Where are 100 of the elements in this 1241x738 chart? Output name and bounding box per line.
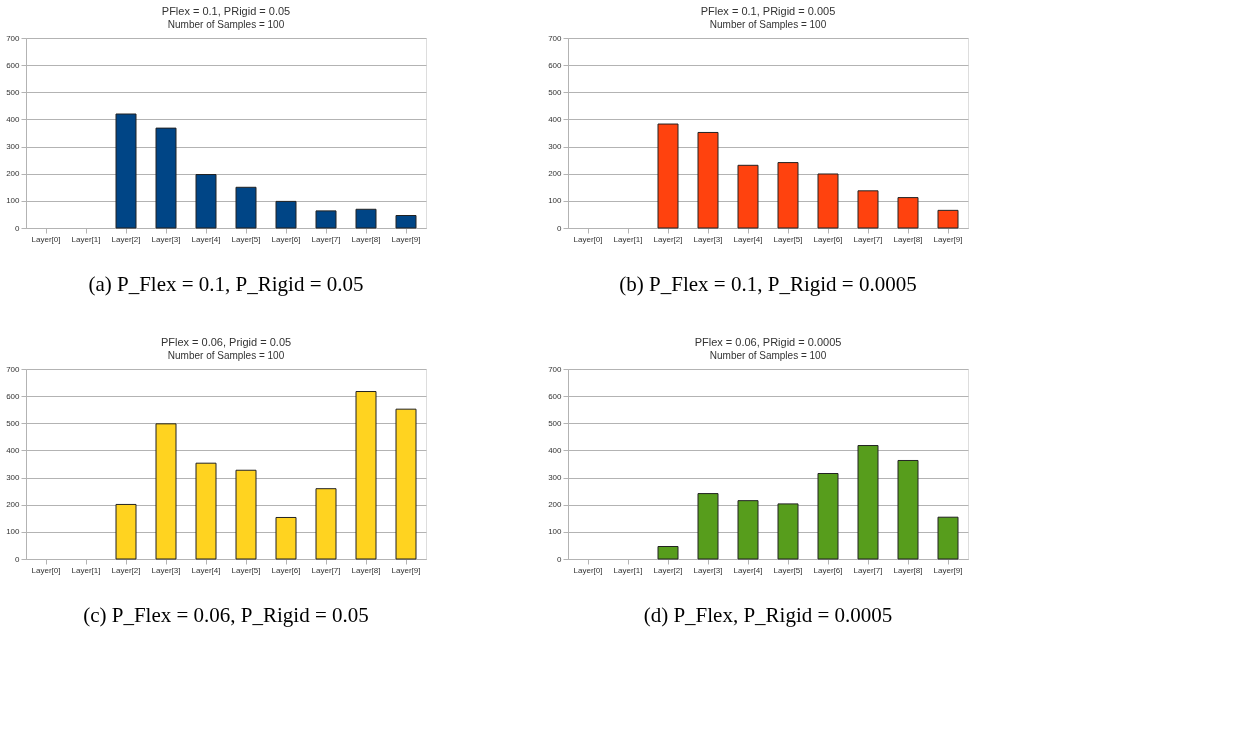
y-tick-label: 300 [548,473,563,483]
x-tick-label: Layer[6] [813,565,843,575]
bar [235,469,257,560]
y-tick-label: 700 [6,33,21,43]
y-tick-label: 500 [6,87,21,97]
x-tick-label: Layer[3] [693,234,723,244]
x-tick-label: Layer[5] [773,234,803,244]
x-tick-label: Layer[6] [271,234,301,244]
x-tick-label: Layer[9] [933,565,963,575]
y-tick-label: 300 [6,142,21,152]
bar [737,500,759,560]
y-tick-label: 0 [15,554,21,564]
y-tick-label: 200 [548,169,563,179]
x-tick-label: Layer[4] [191,565,221,575]
y-tick-label: 0 [15,223,21,233]
y-tick-label: 600 [6,60,21,70]
bar [657,123,679,229]
bar [115,503,137,560]
y-tick-label: 500 [6,418,21,428]
chart-title: PFlex = 0.06, PRigid = 0.0005 [694,336,842,348]
bar [395,408,417,560]
x-tick-label: Layer[2] [111,234,141,244]
y-tick-label: 400 [548,114,563,124]
text: (b) P_Flex = 0.1, P_Rigid = 0.0005 [619,272,917,296]
x-tick-label: Layer[7] [853,234,883,244]
x-tick-label: Layer[0] [573,234,603,244]
y-tick-label: 600 [548,60,563,70]
x-tick-label: Layer[8] [893,234,923,244]
chart-title: PFlex = 0.06, Prigid = 0.05 [160,336,292,348]
bar [697,131,719,229]
x-tick-label: Layer[8] [351,234,381,244]
x-tick-label: Layer[8] [351,565,381,575]
y-tick-label: 0 [557,223,563,233]
x-tick-label: Layer[5] [231,565,261,575]
chart-subtitle: Number of Samples = 100 [709,350,827,361]
chart-title: PFlex = 0.1, PRigid = 0.05 [161,5,291,17]
bar [857,445,879,560]
y-tick-label: 100 [548,196,563,206]
bar [737,164,759,229]
bar [155,423,177,560]
bar [195,174,217,229]
x-tick-label: Layer[5] [231,234,261,244]
x-tick-label: Layer[3] [151,565,181,575]
text: (d) P_Flex, P_Rigid = 0.0005 [643,603,893,627]
bar [395,215,417,229]
y-tick-label: 500 [548,418,563,428]
y-tick-label: 100 [6,527,21,537]
bar [315,488,337,560]
y-tick-label: 0 [557,554,563,564]
chart-title: PFlex = 0.1, PRigid = 0.005 [700,5,836,17]
x-tick-label: Layer[2] [111,565,141,575]
y-tick-label: 600 [548,391,563,401]
bar [355,391,377,560]
x-tick-label: Layer[0] [31,565,61,575]
y-tick-label: 400 [548,445,563,455]
x-tick-label: Layer[4] [191,234,221,244]
x-tick-label: Layer[7] [853,565,883,575]
x-tick-label: Layer[9] [391,565,421,575]
x-tick-label: Layer[8] [893,565,923,575]
y-tick-label: 400 [6,114,21,124]
text: (c) P_Flex = 0.06, P_Rigid = 0.05 [83,603,369,627]
bar [937,209,959,229]
bar [897,197,919,229]
x-tick-label: Layer[7] [311,234,341,244]
x-tick-label: Layer[0] [573,565,603,575]
y-tick-label: 400 [6,445,21,455]
bar [275,200,297,229]
chart-subtitle: Number of Samples = 100 [167,350,285,361]
text: (a) P_Flex = 0.1, P_Rigid = 0.05 [88,272,364,296]
y-tick-label: 100 [548,527,563,537]
bar [155,127,177,229]
x-tick-label: Layer[5] [773,565,803,575]
bar [777,162,799,229]
y-tick-label: 300 [548,142,563,152]
x-tick-label: Layer[1] [71,565,101,575]
y-tick-label: 200 [548,500,563,510]
y-tick-label: 700 [6,364,21,374]
x-tick-label: Layer[9] [391,234,421,244]
x-tick-label: Layer[6] [813,234,843,244]
y-tick-label: 600 [6,391,21,401]
y-tick-label: 500 [548,87,563,97]
bar [657,546,679,560]
x-tick-label: Layer[9] [933,234,963,244]
bar [857,190,879,229]
x-tick-label: Layer[2] [653,565,683,575]
y-tick-label: 200 [6,169,21,179]
bar [275,516,297,560]
x-tick-label: Layer[4] [733,234,763,244]
x-tick-label: Layer[1] [613,234,643,244]
chart-subtitle: Number of Samples = 100 [167,19,285,30]
y-tick-label: 200 [6,500,21,510]
x-tick-label: Layer[6] [271,565,301,575]
x-tick-label: Layer[2] [653,234,683,244]
bar [115,113,137,229]
x-tick-label: Layer[4] [733,565,763,575]
bar [777,503,799,560]
y-tick-label: 700 [548,364,563,374]
bar [697,493,719,560]
x-tick-label: Layer[7] [311,565,341,575]
bar [355,208,377,229]
